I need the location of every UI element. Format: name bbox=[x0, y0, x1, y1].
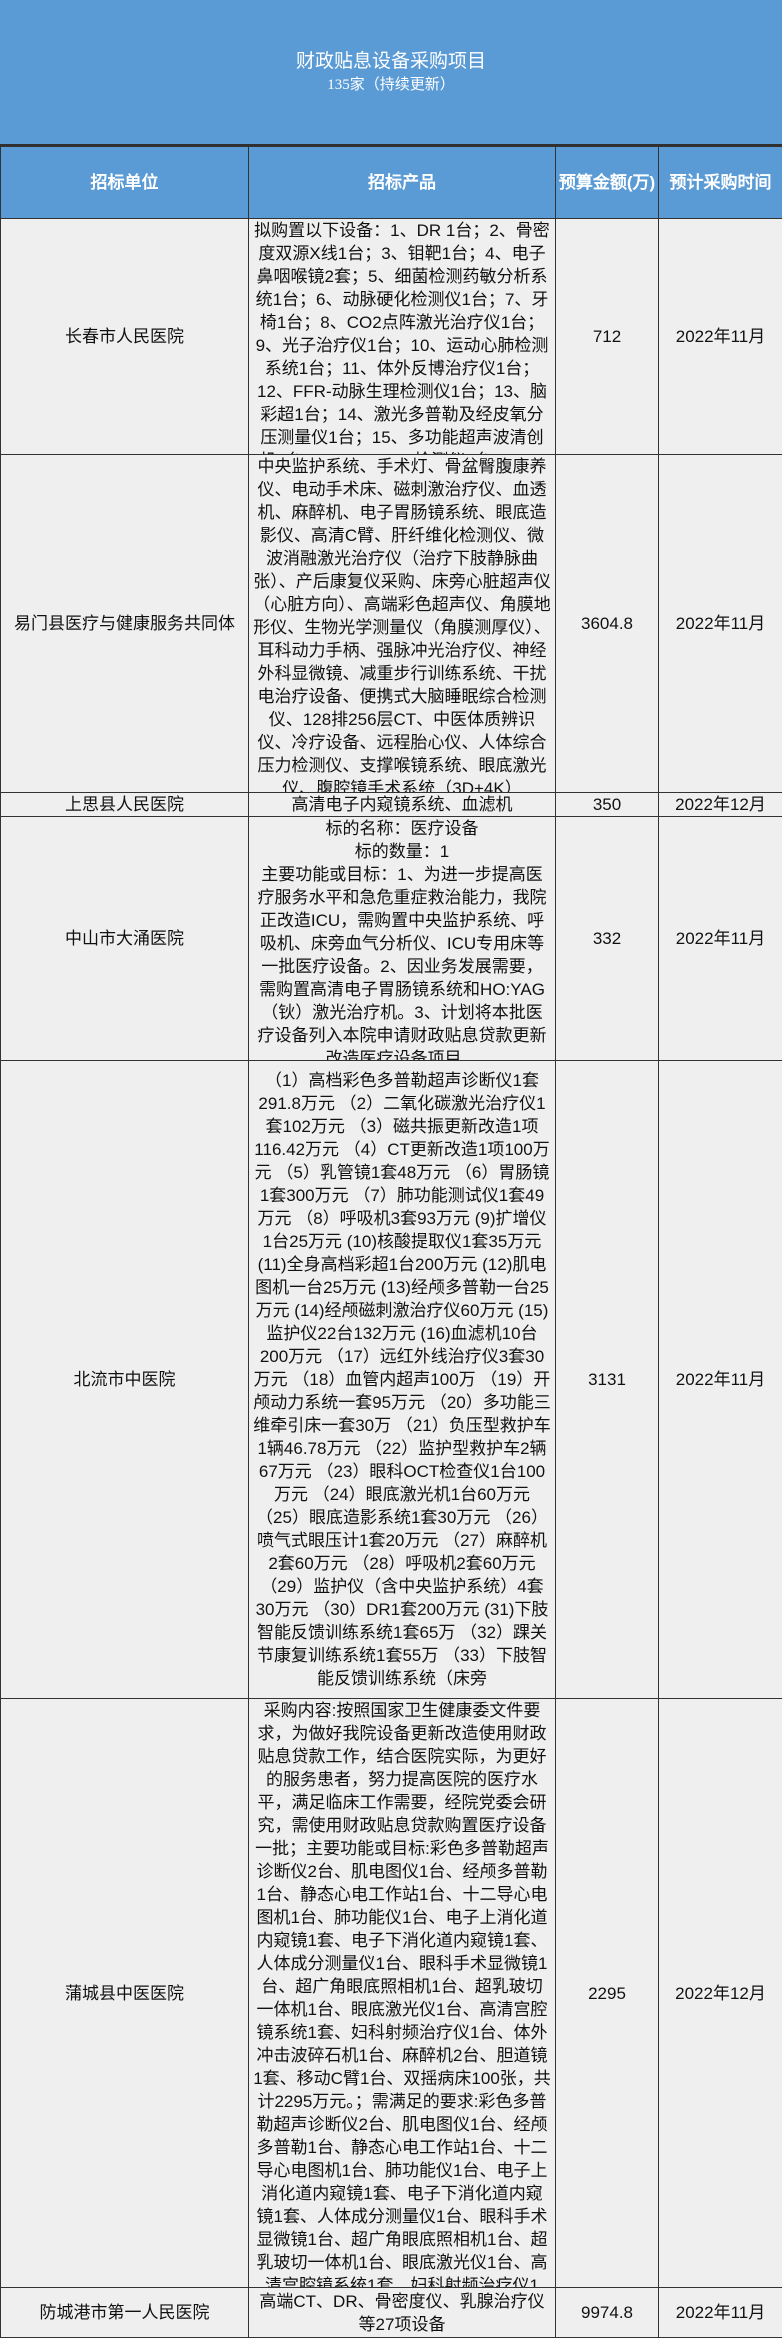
budget-cell: 712 bbox=[556, 219, 659, 455]
product-cell: （1）高档彩色多普勒超声诊断仪1套291.8万元 （2）二氧化碳激光治疗仪1套1… bbox=[249, 1061, 556, 1699]
unit-cell: 蒲城县中医医院 bbox=[1, 1699, 249, 2288]
product-cell: 中央监护系统、手术灯、骨盆臀腹康养仪、电动手术床、磁刺激治疗仪、血透机、麻醉机、… bbox=[249, 455, 556, 793]
time-cell: 2022年12月 bbox=[659, 793, 782, 817]
unit-cell: 易门县医疗与健康服务共同体 bbox=[1, 455, 249, 793]
product-cell: 拟购置以下设备：1、DR 1台；2、骨密度双源X线1台；3、钼靶1台；4、电子鼻… bbox=[249, 219, 556, 455]
product-text: 高清电子内窥镜系统、血滤机 bbox=[249, 793, 555, 816]
time-cell: 2022年11月 bbox=[659, 1061, 782, 1699]
budget-cell: 332 bbox=[556, 817, 659, 1061]
product-cell: 采购内容:按照国家卫生健康委文件要求，为做好我院设备更新改造使用财政贴息贷款工作… bbox=[249, 1699, 556, 2288]
product-text: （1）高档彩色多普勒超声诊断仪1套291.8万元 （2）二氧化碳激光治疗仪1套1… bbox=[249, 1069, 555, 1690]
product-text: 拟购置以下设备：1、DR 1台；2、骨密度双源X线1台；3、钼靶1台；4、电子鼻… bbox=[249, 219, 555, 454]
unit-cell: 中山市大涌医院 bbox=[1, 817, 249, 1061]
title-banner: 财政贴息设备采购项目 135家（持续更新） bbox=[0, 0, 782, 146]
product-text: 采购内容:按照国家卫生健康委文件要求，为做好我院设备更新改造使用财政贴息贷款工作… bbox=[249, 1699, 555, 2287]
unit-cell: 长春市人民医院 bbox=[1, 219, 249, 455]
budget-cell: 3604.8 bbox=[556, 455, 659, 793]
header-row: 招标单位 招标产品 预算金额(万) 预计采购时间 bbox=[1, 147, 782, 219]
table-row: 长春市人民医院拟购置以下设备：1、DR 1台；2、骨密度双源X线1台；3、钼靶1… bbox=[1, 219, 782, 455]
header-product: 招标产品 bbox=[249, 147, 556, 219]
header-time: 预计采购时间 bbox=[659, 147, 782, 219]
product-cell: 高清电子内窥镜系统、血滤机 bbox=[249, 793, 556, 817]
page-title: 财政贴息设备采购项目 bbox=[296, 49, 486, 75]
table-row: 易门县医疗与健康服务共同体中央监护系统、手术灯、骨盆臀腹康养仪、电动手术床、磁刺… bbox=[1, 455, 782, 793]
time-cell: 2022年11月 bbox=[659, 219, 782, 455]
time-cell: 2022年11月 bbox=[659, 455, 782, 793]
product-text: 标的名称：医疗设备 标的数量：1 主要功能或目标：1、为进一步提高医疗服务水平和… bbox=[249, 817, 555, 1060]
header-unit: 招标单位 bbox=[1, 147, 249, 219]
table-row: 蒲城县中医医院采购内容:按照国家卫生健康委文件要求，为做好我院设备更新改造使用财… bbox=[1, 1699, 782, 2288]
procurement-table: 招标单位 招标产品 预算金额(万) 预计采购时间 长春市人民医院拟购置以下设备：… bbox=[0, 146, 782, 2338]
unit-cell: 防城港市第一人民医院 bbox=[1, 2288, 249, 2338]
budget-cell: 350 bbox=[556, 793, 659, 817]
time-cell: 2022年11月 bbox=[659, 2288, 782, 2338]
budget-cell: 3131 bbox=[556, 1061, 659, 1699]
page-subtitle: 135家（持续更新） bbox=[327, 75, 455, 95]
unit-cell: 北流市中医院 bbox=[1, 1061, 249, 1699]
table-row: 北流市中医院（1）高档彩色多普勒超声诊断仪1套291.8万元 （2）二氧化碳激光… bbox=[1, 1061, 782, 1699]
unit-cell: 上思县人民医院 bbox=[1, 793, 249, 817]
budget-cell: 9974.8 bbox=[556, 2288, 659, 2338]
product-text: 中央监护系统、手术灯、骨盆臀腹康养仪、电动手术床、磁刺激治疗仪、血透机、麻醉机、… bbox=[249, 455, 555, 792]
table-row: 中山市大涌医院标的名称：医疗设备 标的数量：1 主要功能或目标：1、为进一步提高… bbox=[1, 817, 782, 1061]
time-cell: 2022年12月 bbox=[659, 1699, 782, 2288]
header-budget: 预算金额(万) bbox=[556, 147, 659, 219]
product-cell: 高端CT、DR、骨密度仪、乳腺治疗仪等27项设备 bbox=[249, 2288, 556, 2338]
time-cell: 2022年11月 bbox=[659, 817, 782, 1061]
product-cell: 标的名称：医疗设备 标的数量：1 主要功能或目标：1、为进一步提高医疗服务水平和… bbox=[249, 817, 556, 1061]
budget-cell: 2295 bbox=[556, 1699, 659, 2288]
